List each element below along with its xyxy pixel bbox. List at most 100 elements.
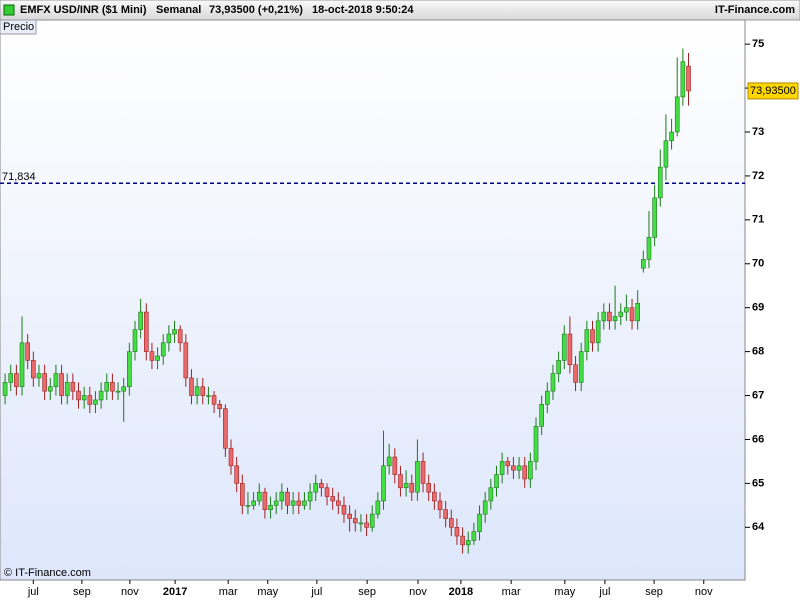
y-label-box xyxy=(0,19,37,35)
watermark: © IT-Finance.com xyxy=(4,567,91,579)
candle-body xyxy=(471,531,477,541)
candle-body xyxy=(663,140,669,168)
candle-body xyxy=(352,518,358,524)
x-tick-label: jul xyxy=(310,586,322,598)
candle-body xyxy=(234,465,239,484)
candle-body xyxy=(42,373,47,392)
y-tick-label: 70 xyxy=(752,258,764,270)
candle-body xyxy=(273,500,279,506)
candle-body xyxy=(313,483,319,493)
candle-body xyxy=(403,483,409,489)
candle-body xyxy=(522,465,528,480)
y-tick-label: 68 xyxy=(752,346,764,358)
candle-body xyxy=(448,518,454,528)
candle-body xyxy=(607,311,612,322)
candle-body xyxy=(488,487,494,502)
candle-body xyxy=(177,329,183,344)
plot-area xyxy=(0,19,746,581)
instrument-title: EMFX USD/INR ($1 Mini) xyxy=(20,4,147,16)
candle-body xyxy=(251,500,256,506)
candle-body xyxy=(279,491,285,502)
candle-body xyxy=(635,302,640,322)
candle-body xyxy=(618,311,624,317)
candle-body xyxy=(143,311,149,352)
candle-body xyxy=(307,491,313,502)
candle-body xyxy=(511,465,516,471)
candle-body xyxy=(499,461,505,475)
candle-body xyxy=(646,237,652,260)
candle-body xyxy=(166,333,172,344)
candle-body xyxy=(669,131,674,142)
datetime: 18-oct-2018 9:50:24 xyxy=(312,4,414,16)
candle-body xyxy=(443,509,448,519)
candle-body xyxy=(2,382,8,396)
candle-body xyxy=(369,513,375,528)
candle-body xyxy=(223,408,228,449)
candle-body xyxy=(183,342,189,379)
candle-body xyxy=(14,373,19,388)
candle-body xyxy=(290,500,296,506)
candle-body xyxy=(567,333,573,366)
candle-body xyxy=(110,382,115,392)
candle-body xyxy=(70,382,76,392)
candle-body xyxy=(652,197,657,238)
candle-body xyxy=(194,386,200,396)
candle-body xyxy=(324,487,330,497)
candle-body xyxy=(36,373,42,379)
last-price-label: 73,93500 xyxy=(750,85,796,97)
candle-body xyxy=(454,526,460,537)
candle-body xyxy=(217,404,223,410)
candle-body xyxy=(341,505,347,515)
candle-body xyxy=(256,491,262,502)
candle-body xyxy=(398,474,403,489)
header-icon xyxy=(3,4,15,16)
x-tick-label: mar xyxy=(502,586,521,598)
candle-body xyxy=(347,513,352,519)
candle-body xyxy=(336,500,341,506)
x-tick-label: 2018 xyxy=(449,586,473,598)
candle-body xyxy=(132,329,138,352)
candle-body xyxy=(245,505,251,507)
candle-body xyxy=(302,500,307,506)
candle-body xyxy=(590,329,595,344)
candle-body xyxy=(262,491,268,511)
y-tick-label: 73 xyxy=(752,126,764,138)
candle-body xyxy=(533,425,539,462)
candle-body xyxy=(657,166,663,199)
period: Semanal xyxy=(156,4,201,16)
y-tick-label: 66 xyxy=(752,433,764,445)
candle-body xyxy=(64,382,70,396)
last-price-box xyxy=(747,82,799,100)
y-tick-label: 65 xyxy=(752,477,764,489)
candle-body xyxy=(550,373,556,392)
candle-body xyxy=(240,483,245,506)
candle-body xyxy=(149,351,155,361)
candle-body xyxy=(601,311,607,322)
candle-body xyxy=(680,61,686,98)
candle-body xyxy=(93,399,98,405)
y-tick-label: 69 xyxy=(752,302,764,314)
x-tick-label: nov xyxy=(121,586,139,598)
y-tick-label: 71 xyxy=(752,214,764,226)
candle-body xyxy=(206,395,211,397)
candle-body xyxy=(115,390,121,393)
candle-body xyxy=(612,316,618,322)
candle-body xyxy=(629,307,635,322)
candle-body xyxy=(155,355,160,361)
candle-body xyxy=(432,491,437,502)
candle-body xyxy=(573,364,578,383)
x-tick-label: may xyxy=(554,586,575,598)
candle-body xyxy=(539,404,544,427)
candle-body xyxy=(545,390,550,405)
candle-body xyxy=(25,342,30,361)
x-tick-label: sep xyxy=(73,586,91,598)
candle-body xyxy=(53,373,59,388)
y-label: Precio xyxy=(3,21,34,33)
candle-body xyxy=(595,320,601,344)
candle-body xyxy=(358,522,364,525)
candle-body xyxy=(81,395,87,401)
x-tick-label: 2017 xyxy=(163,586,187,598)
candle-body xyxy=(584,329,590,352)
candle-body xyxy=(121,386,126,392)
candle-body xyxy=(172,329,177,335)
